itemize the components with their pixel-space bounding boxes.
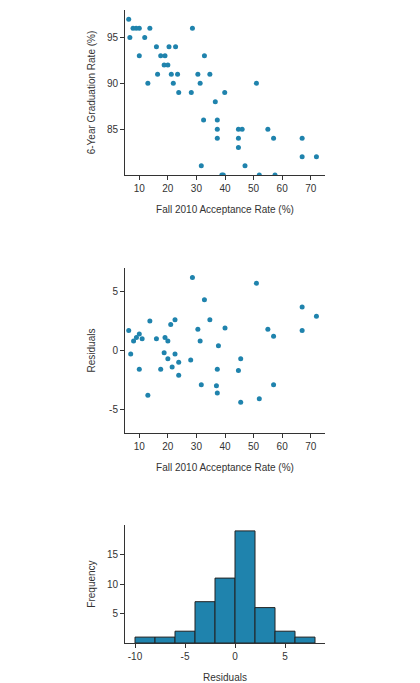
svg-text:50: 50: [248, 183, 260, 194]
svg-text:10: 10: [134, 183, 146, 194]
svg-text:70: 70: [305, 183, 317, 194]
svg-text:5: 5: [282, 651, 288, 662]
svg-text:60: 60: [277, 441, 289, 452]
svg-text:0: 0: [232, 651, 238, 662]
svg-text:50: 50: [248, 441, 260, 452]
svg-text:30: 30: [191, 183, 203, 194]
svg-text:20: 20: [162, 183, 174, 194]
svg-text:-10: -10: [128, 651, 143, 662]
svg-text:Fall 2010 Acceptance Rate (%): Fall 2010 Acceptance Rate (%): [156, 204, 294, 215]
svg-text:95: 95: [107, 32, 119, 43]
svg-text:0: 0: [112, 345, 118, 356]
svg-text:15: 15: [107, 549, 119, 560]
svg-text:60: 60: [277, 183, 289, 194]
svg-text:5: 5: [112, 608, 118, 619]
svg-text:Residuals: Residuals: [203, 672, 247, 683]
svg-text:85: 85: [107, 124, 119, 135]
svg-text:Residuals: Residuals: [86, 329, 97, 373]
svg-text:10: 10: [134, 441, 146, 452]
svg-text:90: 90: [107, 78, 119, 89]
svg-text:-5: -5: [181, 651, 190, 662]
svg-text:5: 5: [112, 286, 118, 297]
svg-text:10: 10: [107, 579, 119, 590]
svg-text:20: 20: [162, 441, 174, 452]
svg-text:Fall 2010 Acceptance Rate (%): Fall 2010 Acceptance Rate (%): [156, 462, 294, 473]
svg-text:Frequency: Frequency: [86, 560, 97, 607]
svg-text:-5: -5: [109, 404, 118, 415]
svg-text:30: 30: [191, 441, 203, 452]
svg-text:6-Year Graduation Rate (%): 6-Year Graduation Rate (%): [86, 31, 97, 155]
svg-text:40: 40: [219, 441, 231, 452]
svg-text:40: 40: [219, 183, 231, 194]
svg-text:70: 70: [305, 441, 317, 452]
